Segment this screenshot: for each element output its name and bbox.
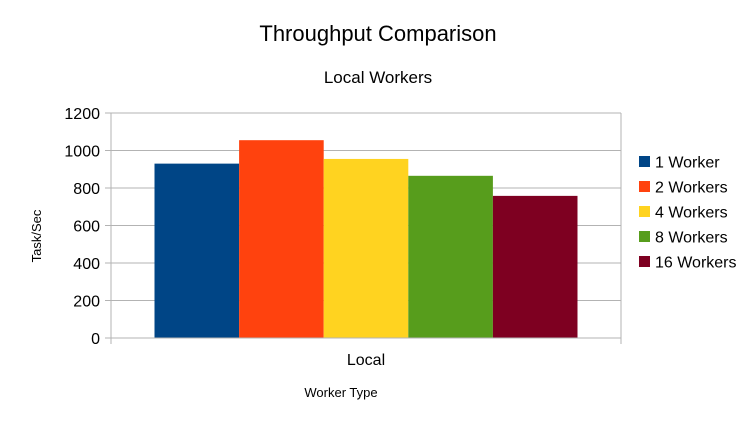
bar-8-workers: [408, 175, 493, 338]
legend-swatch: [639, 181, 650, 192]
legend: 1 Worker 2 Workers 4 Workers 8 Workers 16 Wo…: [639, 155, 737, 272]
legend-label: 2 Workers: [655, 180, 728, 197]
y-tick-label: 1000: [64, 144, 100, 161]
y-tick-label: 1200: [64, 106, 100, 123]
y-tick-label: 600: [73, 219, 100, 236]
bar-1-worker: [154, 163, 240, 338]
legend-swatch: [639, 231, 650, 242]
y-tick-label: 800: [73, 181, 100, 198]
bar-2-workers: [239, 140, 324, 338]
bar-4-workers: [323, 158, 409, 338]
y-axis-title: Task/Sec: [29, 209, 44, 262]
legend-swatch: [639, 156, 650, 167]
legend-swatch: [639, 206, 650, 217]
x-axis-title: Worker Type: [304, 385, 377, 400]
bar-16-workers: [492, 195, 578, 338]
axes: [110, 113, 622, 344]
y-tick-label: 200: [73, 294, 100, 311]
legend-label: 1 Worker: [655, 155, 720, 172]
legend-swatch: [639, 256, 650, 267]
y-tick-label: 0: [91, 331, 100, 348]
y-tick-label: 400: [73, 256, 100, 273]
y-tick-labels: 0 200 400 600 800 1000 1200: [64, 106, 100, 348]
legend-label: 4 Workers: [655, 205, 728, 222]
chart-title: Throughput Comparison: [259, 21, 496, 46]
legend-label: 8 Workers: [655, 230, 728, 247]
x-category-labels: Local: [347, 352, 385, 369]
legend-label: 16 Workers: [655, 255, 737, 272]
chart-subtitle: Local Workers: [324, 68, 432, 87]
x-category-label: Local: [347, 352, 385, 369]
bars: [154, 140, 578, 338]
